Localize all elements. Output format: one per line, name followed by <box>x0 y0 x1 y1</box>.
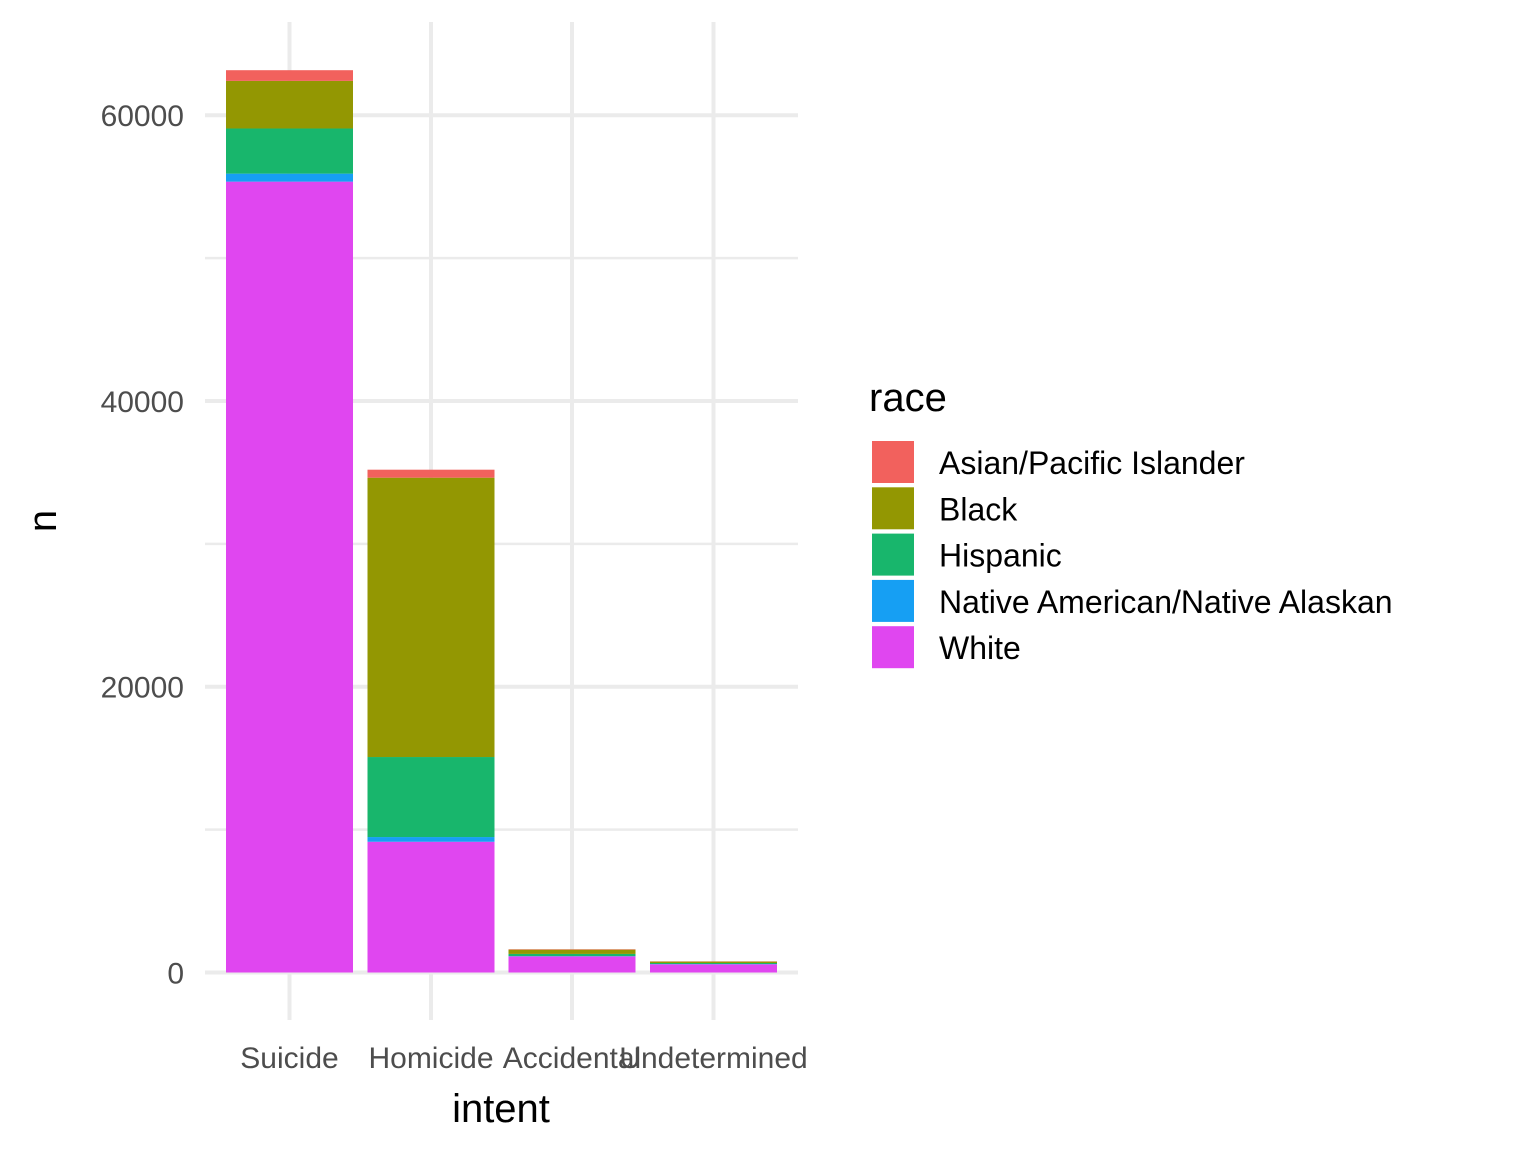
x-tick-label: Accidental <box>503 1042 641 1075</box>
legend-label-asian-pacific-islander: Asian/Pacific Islander <box>939 445 1245 481</box>
bar-accidental-black <box>508 949 636 954</box>
bar-accidental-white <box>508 956 636 973</box>
bars <box>226 70 777 973</box>
bar-homicide-white <box>367 841 495 973</box>
bar-suicide-white <box>226 181 353 973</box>
legend-key-asian-pacific-islander <box>872 441 914 483</box>
bar-accidental-hispanic <box>508 953 636 957</box>
legend-key-white <box>872 626 914 669</box>
bar-undetermined-black <box>650 961 777 963</box>
x-tick-label: Homicide <box>368 1042 493 1075</box>
bar-homicide-native-american-native-alaskan <box>367 837 495 842</box>
bar-suicide-black <box>226 80 353 129</box>
legend-key-hispanic <box>872 533 914 576</box>
y-tick-label: 40000 <box>101 386 184 419</box>
y-tick-label: 60000 <box>101 100 184 133</box>
x-axis-title: intent <box>452 1087 550 1131</box>
x-tick-label: Suicide <box>240 1042 338 1075</box>
y-tick-label: 20000 <box>101 672 184 705</box>
legend-label-native-american-native-alaskan: Native American/Native Alaskan <box>939 584 1393 620</box>
y-axis-title: n <box>21 510 65 532</box>
legend-label-white: White <box>939 630 1021 666</box>
legend: race Asian/Pacific Islander Black Hispanic… <box>869 376 1393 669</box>
bar-suicide-hispanic <box>226 128 353 174</box>
legend-key-black <box>872 487 914 530</box>
bar-undetermined-hispanic <box>650 962 777 964</box>
bar-homicide-asian-pacific-islander <box>367 469 495 478</box>
legend-label-black: Black <box>939 491 1018 527</box>
bar-suicide-asian-pacific-islander <box>226 70 353 81</box>
bar-homicide-black <box>367 477 495 758</box>
bar-homicide-hispanic <box>367 757 495 838</box>
legend-label-hispanic: Hispanic <box>939 538 1062 574</box>
x-tick-label: Undetermined <box>619 1042 807 1075</box>
legend-key-native-american-native-alaskan <box>872 579 914 622</box>
bar-suicide-native-american-native-alaskan <box>226 173 353 182</box>
y-tick-labels: 0 20000 40000 60000 <box>101 100 184 990</box>
bar-undetermined-white <box>650 964 777 973</box>
y-tick-label: 0 <box>167 958 184 991</box>
legend-title: race <box>869 376 947 420</box>
